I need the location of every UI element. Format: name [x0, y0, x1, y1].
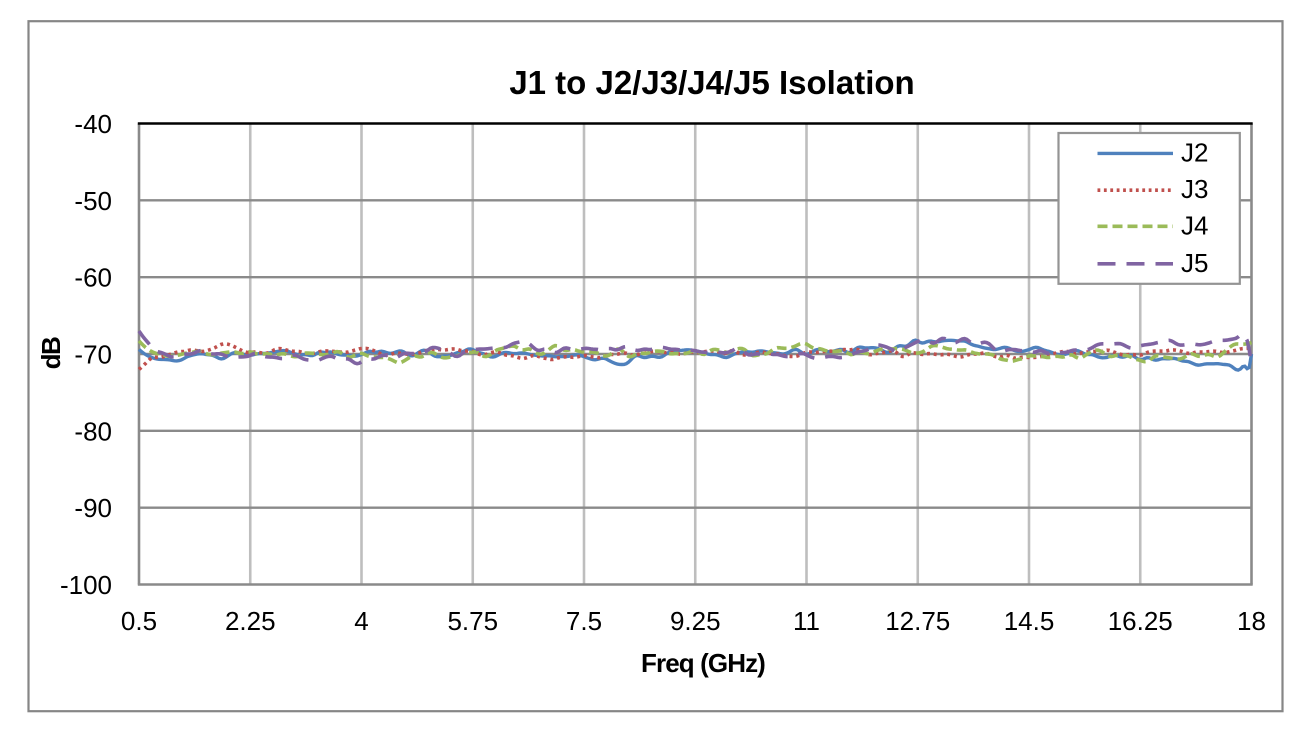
svg-text:14.5: 14.5 — [1004, 606, 1055, 636]
svg-text:18: 18 — [1237, 606, 1266, 636]
svg-text:-100: -100 — [60, 570, 112, 600]
svg-text:7.5: 7.5 — [566, 606, 602, 636]
svg-text:dB: dB — [36, 337, 66, 369]
svg-text:0.5: 0.5 — [121, 606, 157, 636]
svg-text:-90: -90 — [74, 493, 112, 523]
svg-text:Freq (GHz): Freq (GHz) — [641, 648, 765, 678]
svg-text:2.25: 2.25 — [225, 606, 276, 636]
svg-text:J3: J3 — [1181, 174, 1208, 204]
svg-text:J4: J4 — [1181, 210, 1208, 240]
svg-text:9.25: 9.25 — [670, 606, 721, 636]
svg-text:-80: -80 — [74, 416, 112, 446]
svg-text:-40: -40 — [74, 109, 112, 139]
svg-text:11: 11 — [793, 606, 820, 636]
svg-text:J2: J2 — [1181, 137, 1208, 167]
svg-text:4: 4 — [354, 606, 368, 636]
svg-text:J1 to J2/J3/J4/J5 Isolation: J1 to J2/J3/J4/J5 Isolation — [509, 64, 914, 101]
svg-text:16.25: 16.25 — [1108, 606, 1173, 636]
svg-text:5.75: 5.75 — [447, 606, 498, 636]
svg-text:-70: -70 — [74, 340, 112, 370]
svg-text:-50: -50 — [74, 186, 112, 216]
svg-text:J5: J5 — [1181, 248, 1208, 278]
svg-text:-60: -60 — [74, 263, 112, 293]
svg-text:12.75: 12.75 — [885, 606, 950, 636]
